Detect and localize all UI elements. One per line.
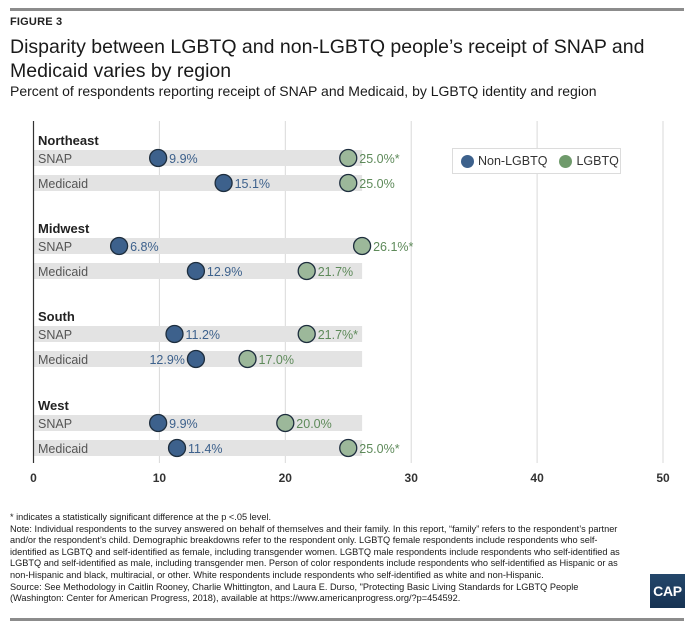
- value-label-non-lgbtq: 11.4%: [188, 442, 223, 456]
- source-note: Source: See Methodology in Caitlin Roone…: [10, 581, 579, 604]
- dot-lgbtq: [297, 324, 316, 344]
- value-label-lgbtq: 21.7%: [318, 265, 353, 279]
- value-label-lgbtq: 17.0%: [259, 353, 294, 367]
- value-label-non-lgbtq: 12.9%: [149, 353, 184, 367]
- dot-lgbtq: [297, 261, 316, 281]
- x-tick-label: 40: [530, 471, 544, 485]
- region-label: Northeast: [38, 133, 99, 148]
- methodology-note: Note: Individual respondents to the surv…: [10, 523, 620, 580]
- dot-non-lgbtq: [167, 438, 187, 458]
- legend-swatch-lgbtq: [559, 154, 573, 168]
- row-band: [33, 440, 363, 456]
- dot-lgbtq: [276, 413, 295, 433]
- row-label: SNAP: [38, 328, 72, 342]
- legend-label-non-lgbtq: Non-LGBTQ: [478, 154, 548, 168]
- legend-item-lgbtq: LGBTQ: [559, 154, 619, 168]
- value-label-lgbtq: 25.0%*: [359, 442, 399, 456]
- dot-non-lgbtq: [214, 173, 233, 193]
- value-label-non-lgbtq: 11.2%: [186, 328, 221, 342]
- significance-note: * indicates a statistically significant …: [10, 512, 272, 522]
- row-label: SNAP: [38, 417, 72, 431]
- figure-label: FIGURE 3: [10, 16, 63, 28]
- dot-non-lgbtq: [165, 324, 184, 344]
- row-band: [33, 150, 363, 166]
- legend-swatch-non-lgbtq: [461, 154, 474, 168]
- row-label: Medicaid: [38, 442, 88, 456]
- value-label-lgbtq: 25.0%*: [359, 152, 399, 166]
- value-label-non-lgbtq: 6.8%: [130, 240, 159, 254]
- dot-lgbtq: [352, 236, 372, 256]
- x-tick-label: 50: [656, 471, 670, 485]
- row-band: [33, 238, 363, 254]
- x-tick-label: 0: [30, 471, 37, 485]
- x-tick-label: 10: [153, 471, 167, 485]
- value-label-lgbtq: 20.0%: [296, 417, 331, 431]
- x-tick-label: 20: [279, 471, 293, 485]
- dot-non-lgbtq: [186, 349, 206, 369]
- row-label: SNAP: [38, 240, 72, 254]
- row-label: Medicaid: [38, 353, 88, 367]
- value-label-lgbtq: 26.1%*: [373, 240, 413, 254]
- dot-lgbtq: [238, 349, 257, 369]
- legend: Non-LGBTQ LGBTQ: [452, 148, 621, 174]
- dot-non-lgbtq: [148, 148, 168, 168]
- dot-plot: Northeast SNAP Medicaid Midwest SNAP Medicaid…: [30, 121, 670, 485]
- value-label-non-lgbtq: 15.1%: [235, 177, 270, 191]
- row-band: [33, 175, 363, 191]
- region-label: West: [38, 398, 69, 413]
- legend-label-lgbtq: LGBTQ: [576, 154, 619, 168]
- value-label-non-lgbtq: 9.9%: [169, 417, 198, 431]
- dot-lgbtq: [339, 173, 358, 193]
- row-label: Medicaid: [38, 265, 88, 279]
- top-rule: [10, 8, 684, 11]
- value-label-lgbtq: 21.7%*: [318, 328, 358, 342]
- dot-non-lgbtq: [148, 413, 168, 433]
- row-band: [33, 326, 363, 342]
- legend-item-non-lgbtq: Non-LGBTQ: [461, 154, 547, 168]
- chart-title: Disparity between LGBTQ and non-LGBTQ pe…: [10, 36, 645, 82]
- region-label: South: [38, 309, 75, 324]
- row-label: Medicaid: [38, 177, 88, 191]
- region-label: Midwest: [38, 221, 90, 236]
- value-label-non-lgbtq: 9.9%: [169, 152, 198, 166]
- dot-lgbtq: [339, 148, 358, 168]
- row-label: SNAP: [38, 152, 72, 166]
- chart-subtitle: Percent of respondents reporting receipt…: [10, 83, 597, 99]
- value-label-non-lgbtq: 12.9%: [207, 265, 242, 279]
- dot-non-lgbtq: [109, 236, 129, 256]
- value-label-lgbtq: 25.0%: [359, 177, 394, 191]
- dot-non-lgbtq: [186, 261, 206, 281]
- bottom-rule: [10, 618, 684, 621]
- dot-lgbtq: [339, 438, 358, 458]
- notes: * indicates a statistically significant …: [10, 512, 630, 605]
- x-tick-label: 30: [405, 471, 419, 485]
- cap-logo: CAP: [650, 574, 685, 608]
